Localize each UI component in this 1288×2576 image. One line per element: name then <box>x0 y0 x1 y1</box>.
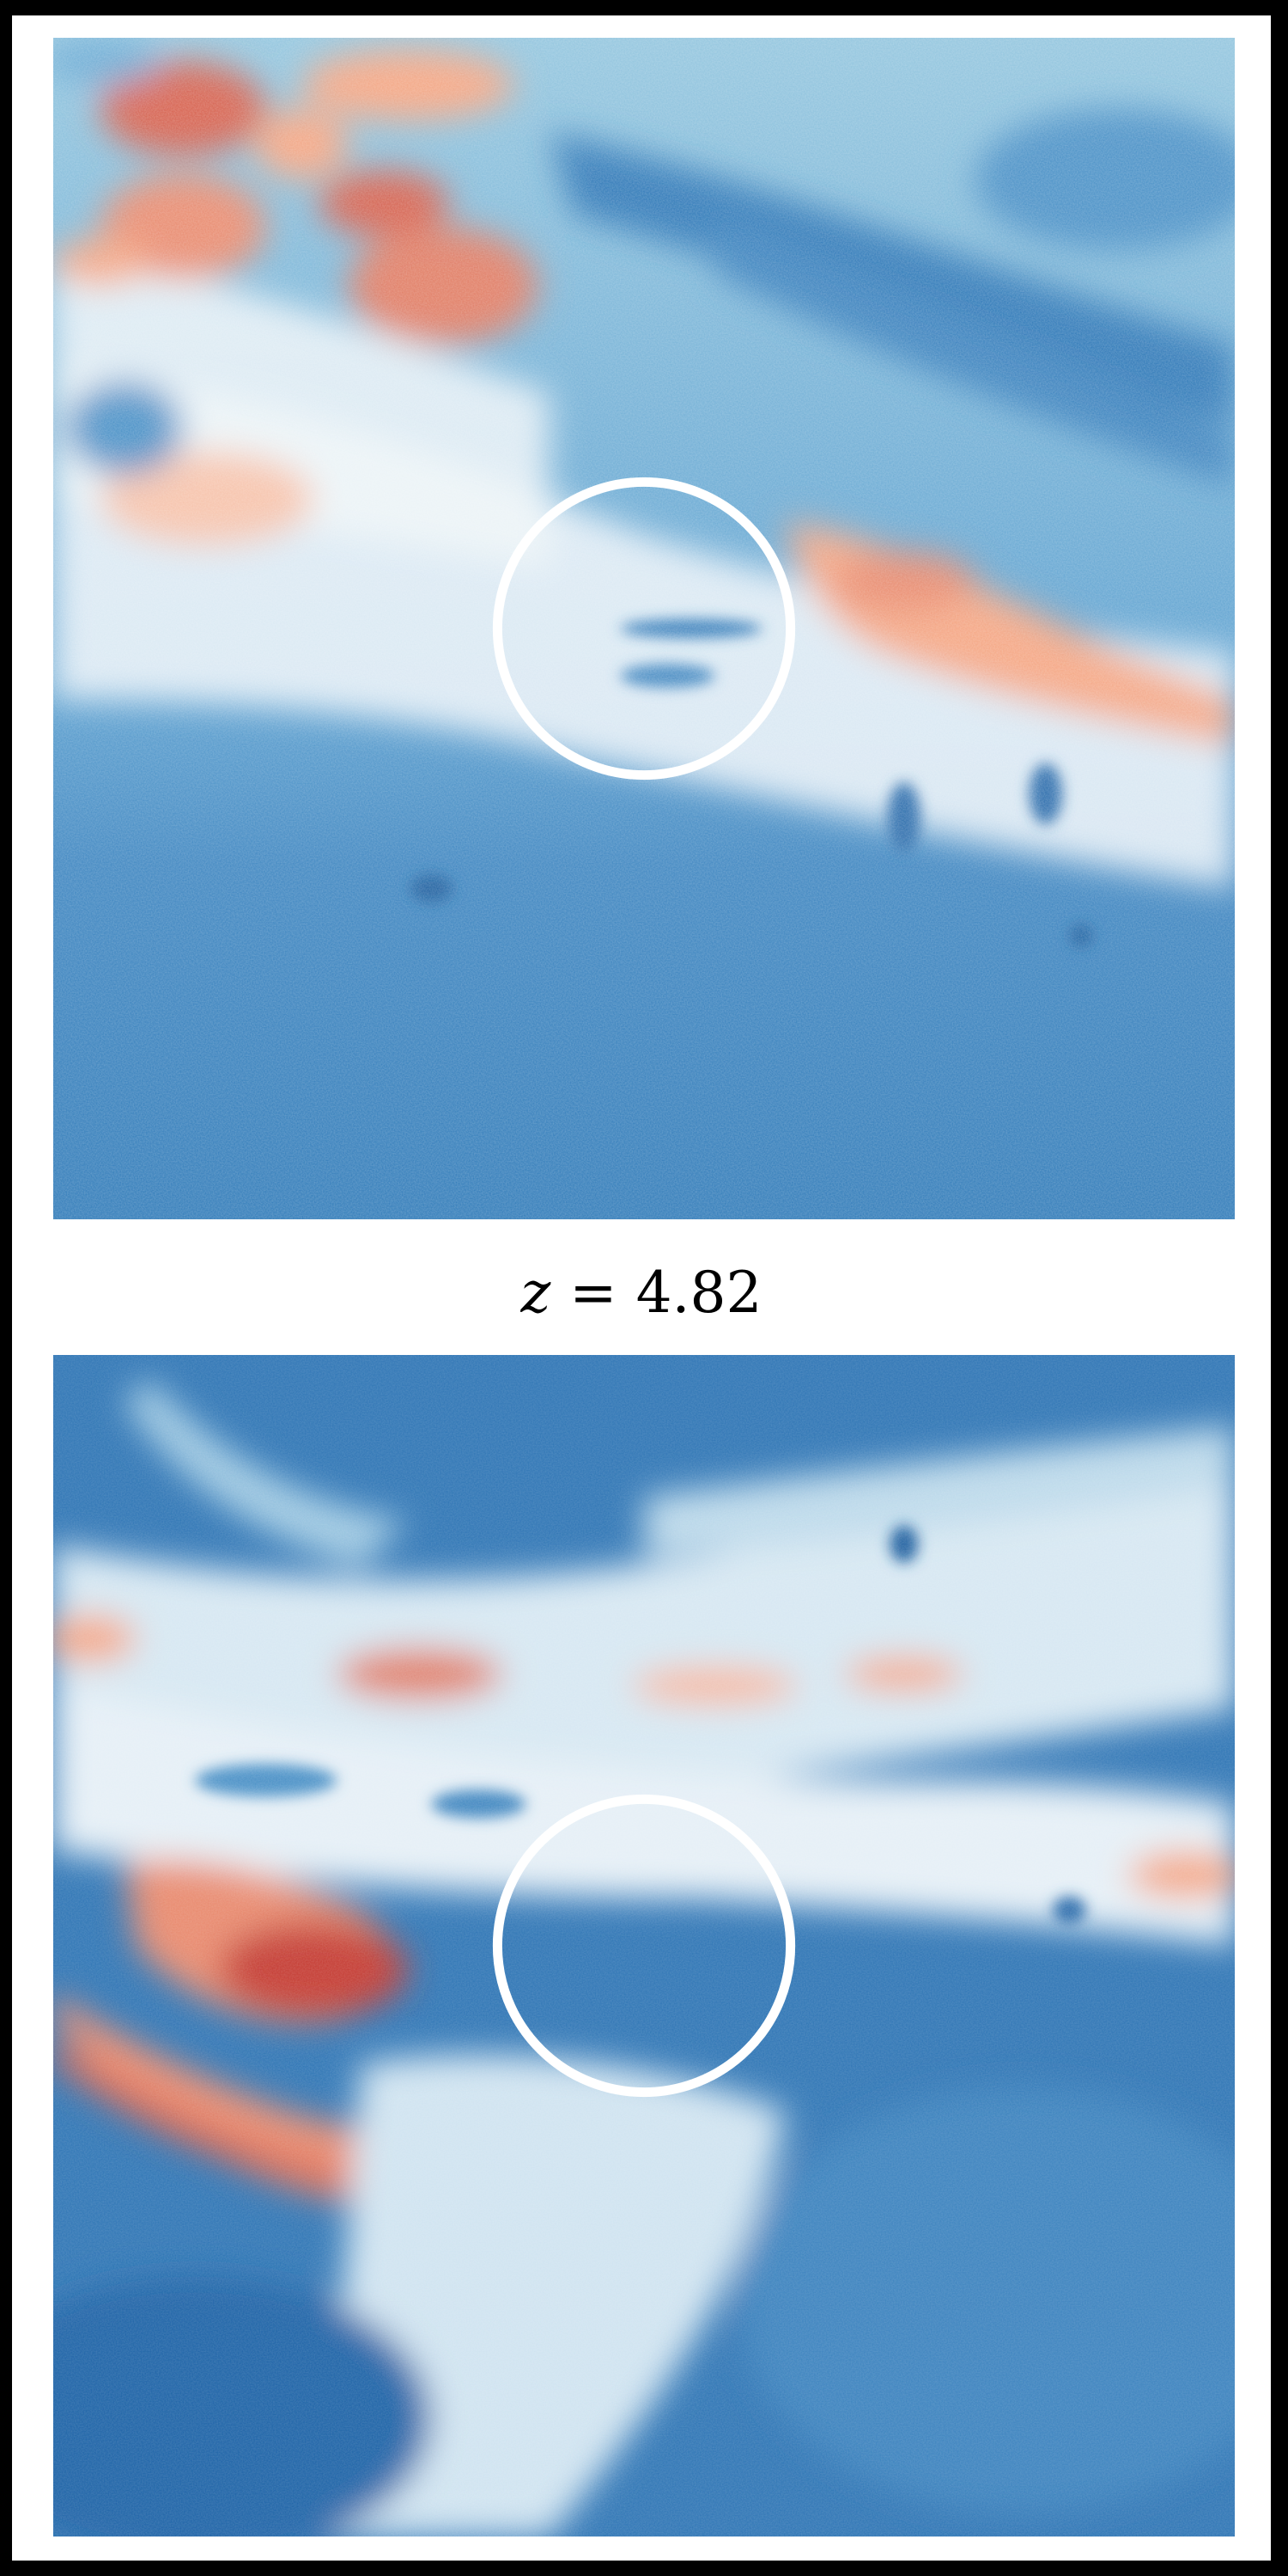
caption-variable: z <box>520 1259 551 1326</box>
top-circle-marker <box>492 477 796 781</box>
top-map-image <box>53 38 1235 1219</box>
bottom-map-panel <box>53 1355 1235 2537</box>
top-grain <box>53 38 1235 1219</box>
top-map-panel <box>53 38 1235 1219</box>
figure-frame: z = 4.82 <box>12 15 1271 2561</box>
bottom-circle-marker <box>492 1794 796 2098</box>
bottom-map-image <box>53 1355 1235 2537</box>
caption-value: 4.82 <box>635 1259 762 1326</box>
redshift-caption: z = 4.82 <box>12 1245 1271 1340</box>
bottom-grain <box>53 1355 1235 2537</box>
caption-equals: = <box>569 1259 617 1326</box>
